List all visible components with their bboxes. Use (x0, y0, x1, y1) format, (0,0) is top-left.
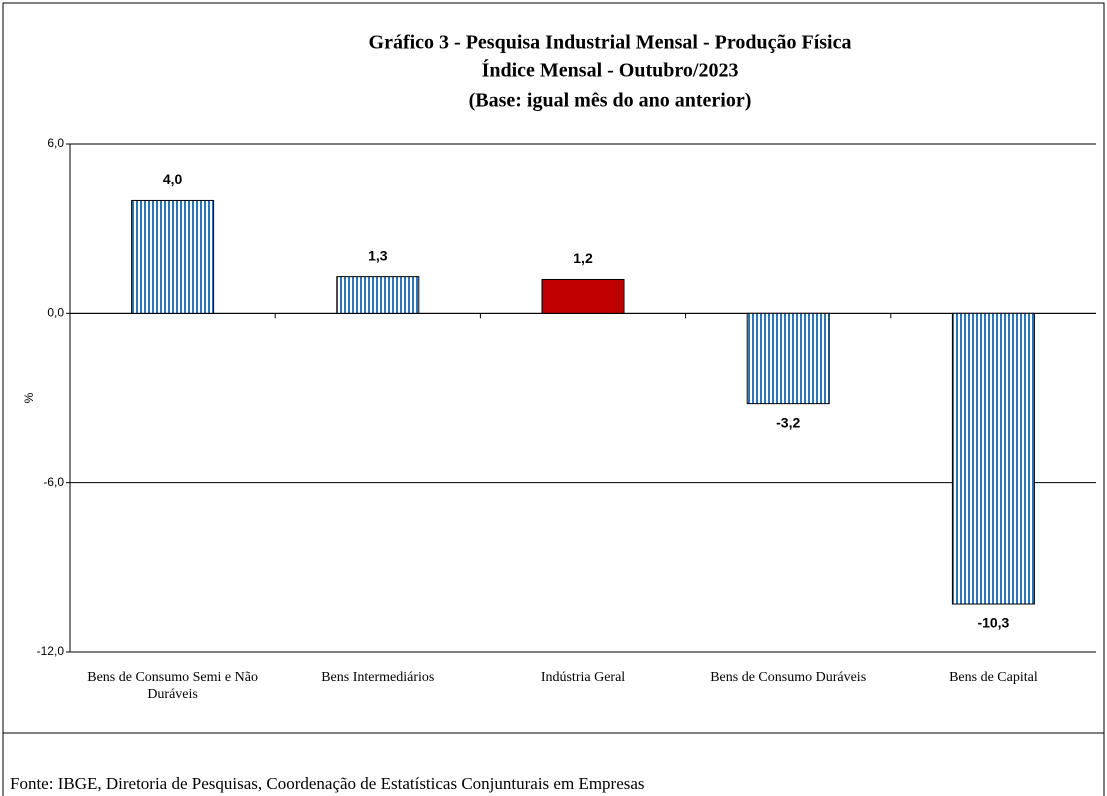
y-tick-label: 0,0 (47, 306, 64, 320)
value-label: -3,2 (776, 414, 800, 430)
chart-subtitle: (Base: igual mês do ano anterior) (469, 90, 752, 112)
value-label: -10,3 (977, 615, 1009, 631)
y-tick-label: -12,0 (37, 644, 65, 658)
x-tick-label: Bens de Consumo Semi e Não Duráveis (87, 670, 258, 702)
bar (541, 278, 625, 314)
chart-subtitle: Índice Mensal - Outubro/2023 (482, 59, 739, 82)
x-tick-label: Bens Intermediários (321, 670, 435, 685)
x-tick-label: Indústria Geral (540, 670, 626, 685)
value-label: 4,0 (163, 171, 183, 187)
chart-title: Gráfico 3 - Pesquisa Industrial Mensal -… (369, 32, 852, 54)
y-axis-label: % (22, 392, 36, 403)
source: Fonte: IBGE, Diretoria de Pesquisas, Coo… (10, 774, 645, 793)
y-tick-label: 6,0 (47, 136, 64, 150)
value-label: 1,2 (573, 250, 593, 266)
value-label: 1,3 (368, 247, 388, 263)
bar (746, 312, 830, 405)
bar (131, 199, 215, 314)
bar (951, 312, 1035, 605)
bar (336, 276, 420, 314)
x-tick-label: Bens de Capital (949, 670, 1038, 685)
y-tick-label: -6,0 (43, 475, 64, 489)
x-tick-label: Bens de Consumo Duráveis (710, 670, 867, 685)
